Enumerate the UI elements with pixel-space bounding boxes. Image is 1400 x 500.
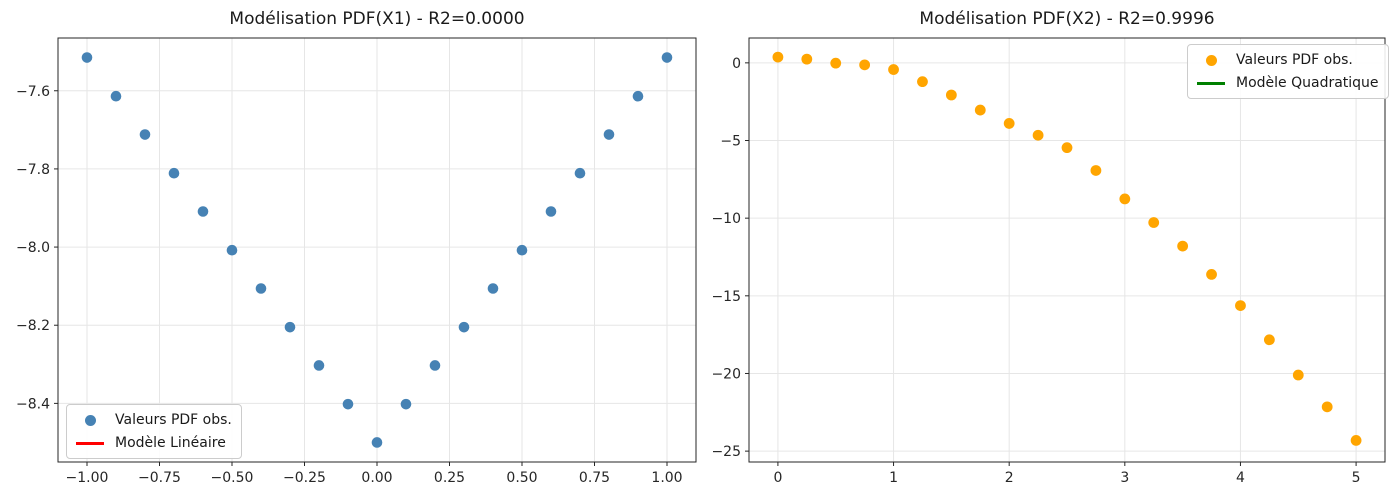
data-point [1032, 129, 1044, 141]
y-tick-label: −10 [711, 211, 741, 227]
data-point [226, 244, 238, 256]
data-point [487, 283, 499, 294]
x-tick-label: 3 [1120, 470, 1129, 486]
line-marker-icon [1197, 81, 1225, 85]
legend-label: Valeurs PDF obs. [115, 412, 232, 428]
data-point [110, 90, 122, 102]
line-marker-icon [76, 441, 104, 445]
x-tick-label: 1 [889, 470, 898, 486]
legend-label: Valeurs PDF obs. [1236, 52, 1353, 68]
x-tick-label: 5 [1352, 470, 1361, 486]
data-point [1148, 217, 1160, 228]
data-point [516, 244, 528, 256]
x-tick-label: 0 [773, 470, 782, 486]
data-point [371, 437, 383, 448]
legend-handle [73, 441, 107, 445]
legend-item: Modèle Linéaire [73, 433, 232, 453]
left-legend: Valeurs PDF obs. Modèle Linéaire [66, 404, 242, 459]
x-tick-label: −1.00 [66, 470, 109, 486]
data-point [81, 52, 93, 63]
y-tick-label: −7.6 [16, 84, 50, 100]
scatter-marker-icon [84, 414, 96, 426]
data-point [313, 360, 325, 371]
x-tick-label: 1.00 [651, 470, 682, 486]
data-point [917, 76, 928, 88]
data-point [830, 57, 842, 69]
legend-item: Valeurs PDF obs. [1194, 50, 1379, 70]
x-tick-label: 4 [1236, 470, 1245, 486]
x-tick-label: −0.50 [211, 470, 254, 486]
y-tick-label: 0 [732, 56, 741, 72]
data-point [284, 321, 296, 333]
data-point [801, 53, 813, 65]
data-point [974, 104, 986, 116]
x-tick-label: −0.75 [138, 470, 181, 486]
data-point [1206, 268, 1217, 280]
data-point [661, 52, 673, 63]
data-point [859, 59, 871, 71]
data-point [197, 206, 209, 217]
data-point [1235, 300, 1246, 312]
plot-frame [57, 37, 697, 463]
y-tick-label: −5 [720, 134, 741, 150]
data-point [139, 129, 151, 140]
data-point [603, 129, 615, 140]
scatter-marker-icon [1205, 54, 1217, 66]
y-tick-label: −25 [711, 444, 741, 460]
legend-label: Modèle Linéaire [115, 435, 226, 451]
data-point [458, 321, 470, 333]
right-legend: Valeurs PDF obs. Modèle Quadratique [1187, 44, 1389, 99]
data-point [342, 398, 354, 410]
data-point [168, 167, 180, 179]
data-point [1177, 240, 1189, 252]
legend-item: Modèle Quadratique [1194, 73, 1379, 93]
data-point [1061, 142, 1073, 154]
data-point [1263, 334, 1275, 346]
y-tick-label: −20 [711, 366, 741, 382]
y-tick-label: −7.8 [16, 162, 50, 178]
data-point [255, 283, 267, 294]
data-point [1350, 435, 1362, 446]
x-tick-label: 0.25 [434, 470, 465, 486]
data-point [1119, 193, 1131, 205]
legend-handle [73, 414, 107, 426]
data-point [1003, 118, 1015, 129]
left-chart-title: Modélisation PDF(X1) - R2=0.0000 [229, 9, 525, 29]
data-point [574, 167, 586, 179]
data-point [632, 90, 644, 102]
x-tick-label: 2 [1005, 470, 1014, 486]
x-tick-label: −0.25 [283, 470, 326, 486]
y-tick-label: −8.4 [16, 396, 50, 412]
y-tick-label: −15 [711, 289, 741, 305]
data-point [1090, 165, 1102, 176]
legend-label: Modèle Quadratique [1236, 75, 1379, 91]
data-point [429, 360, 441, 371]
data-point [1321, 401, 1333, 413]
data-point [400, 398, 412, 410]
y-tick-label: −8.0 [16, 240, 50, 256]
legend-handle [1194, 81, 1228, 85]
plot-frame [748, 37, 1386, 463]
legend-item: Valeurs PDF obs. [73, 410, 232, 430]
data-point [888, 64, 899, 75]
legend-handle [1194, 54, 1228, 66]
right-chart-title: Modélisation PDF(X2) - R2=0.9996 [919, 9, 1215, 29]
x-tick-label: 0.50 [506, 470, 537, 486]
data-point [945, 89, 957, 101]
data-point [1292, 369, 1304, 381]
y-tick-label: −8.2 [16, 318, 50, 334]
x-tick-label: 0.00 [361, 470, 392, 486]
x-tick-label: 0.75 [579, 470, 610, 486]
data-point [772, 51, 784, 63]
data-point [545, 206, 557, 217]
